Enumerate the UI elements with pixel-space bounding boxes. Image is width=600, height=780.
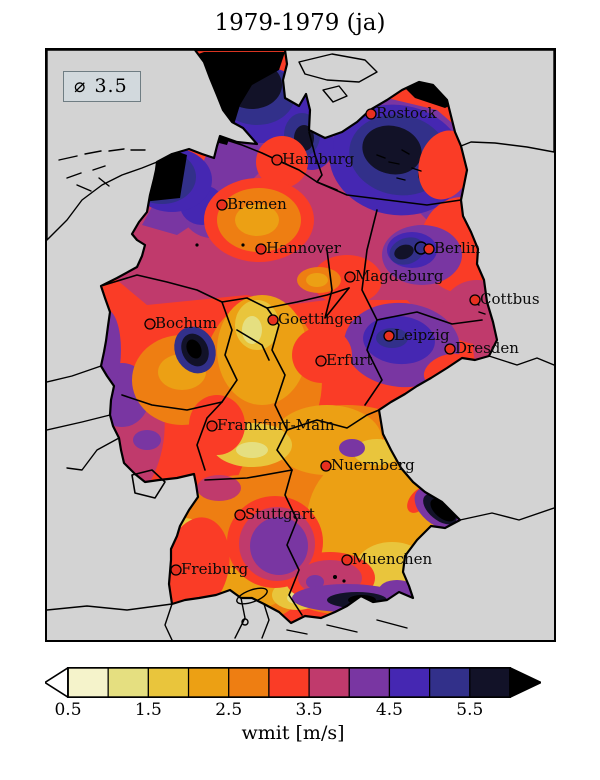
city-marker: Hamburg — [271, 150, 355, 168]
city-label: Cottbus — [480, 290, 540, 308]
city-label: Magdeburg — [355, 267, 444, 285]
city-marker: Nuernberg — [320, 456, 415, 474]
colorbar-outline — [67, 667, 511, 698]
city-label: Stuttgart — [245, 505, 315, 523]
colorbar — [45, 667, 541, 698]
city-dot — [444, 343, 456, 355]
city-label: Nuernberg — [331, 456, 415, 474]
city-dot — [216, 199, 228, 211]
colorbar-segment — [187, 667, 230, 698]
colorbar-label: wmit [m/s] — [241, 722, 345, 744]
city-dot — [365, 108, 377, 120]
city-marker: Erfurt — [315, 351, 373, 369]
city-label: Rostock — [376, 104, 437, 122]
city-dot — [341, 554, 353, 566]
island — [322, 85, 348, 103]
city-marker: Berlin — [423, 239, 481, 257]
city-marker: Hannover — [255, 239, 342, 257]
city-dot — [423, 243, 435, 255]
city-dot — [320, 460, 332, 472]
city-dot — [144, 318, 156, 330]
state-borders — [100, 131, 483, 616]
city-dot — [271, 154, 283, 166]
city-marker: Goettingen — [267, 310, 363, 328]
city-marker: Freiburg — [170, 560, 249, 578]
city-marker: Magdeburg — [344, 267, 444, 285]
city-dot — [315, 355, 327, 367]
city-label: Goettingen — [278, 310, 363, 328]
lakes — [195, 149, 486, 626]
city-marker: Stuttgart — [234, 505, 315, 523]
city-dot — [469, 294, 481, 306]
city-dot — [206, 420, 218, 432]
city-label: Dresden — [455, 339, 519, 357]
city-marker: Leipzig — [383, 326, 450, 344]
colorbar-tick-label: 1.5 — [134, 700, 162, 720]
colorbar-segment — [268, 667, 310, 698]
city-marker: Dresden — [444, 339, 519, 357]
colorbar-segment — [228, 667, 270, 698]
city-marker: Cottbus — [469, 290, 540, 308]
colorbar-segments — [67, 667, 511, 698]
colorbar-segment — [147, 667, 190, 698]
city-dot — [234, 509, 246, 521]
colorbar-ticks: 0.5 1.5 2.5 3.5 4.5 5.5 — [45, 700, 541, 722]
city-dot — [255, 243, 267, 255]
mean-value: 3.5 — [94, 75, 128, 97]
city-label: Hamburg — [282, 150, 355, 168]
city-marker: Bremen — [216, 195, 287, 213]
city-label: Leipzig — [394, 326, 450, 344]
page-title: 1979-1979 (ja) — [214, 10, 386, 36]
city-label: Erfurt — [326, 351, 373, 369]
colorbar-under-arrow — [45, 667, 69, 698]
city-marker: Muenchen — [341, 550, 432, 568]
city-dot — [383, 330, 395, 342]
colorbar-tick-label: 5.5 — [456, 700, 484, 720]
colorbar-tick-label: 3.5 — [295, 700, 323, 720]
city-marker: Bochum — [144, 314, 217, 332]
colorbar-tick-label: 4.5 — [375, 700, 403, 720]
colorbar-segment — [429, 667, 471, 698]
colorbar-segment — [469, 667, 511, 698]
colorbar-tick-label: 0.5 — [54, 700, 82, 720]
city-label: Bochum — [155, 314, 217, 332]
city-dot — [267, 314, 279, 326]
island — [298, 53, 378, 83]
colorbar-segment — [348, 667, 391, 698]
city-label: Bremen — [227, 195, 287, 213]
germany-contour-map: Rostock Hamburg Bremen Hannover Berlin Magdeb… — [47, 50, 554, 640]
city-marker: Rostock — [365, 104, 437, 122]
mean-value-badge: ⌀ 3.5 — [63, 71, 141, 102]
city-label: Hannover — [266, 239, 342, 257]
colorbar-segment — [67, 667, 109, 698]
colorbar-over-arrow — [509, 667, 541, 698]
city-dot — [344, 271, 356, 283]
map-canvas: Rostock Hamburg Bremen Hannover Berlin Magdeb… — [45, 48, 556, 642]
city-label: Muenchen — [352, 550, 432, 568]
mean-symbol: ⌀ — [74, 75, 87, 97]
city-label: Frankfurt-Main — [217, 416, 335, 434]
city-label: Berlin — [434, 239, 481, 257]
colorbar-segment — [308, 667, 350, 698]
city-label: Freiburg — [181, 560, 249, 578]
colorbar-tick-label: 2.5 — [215, 700, 243, 720]
colorbar-segment — [388, 667, 431, 698]
foreign-borders — [47, 177, 554, 640]
cities-layer: Rostock Hamburg Bremen Hannover Berlin Magdeb… — [144, 104, 540, 578]
city-dot — [170, 564, 182, 576]
colorbar-segment — [107, 667, 149, 698]
city-marker: Frankfurt-Main — [206, 416, 335, 434]
